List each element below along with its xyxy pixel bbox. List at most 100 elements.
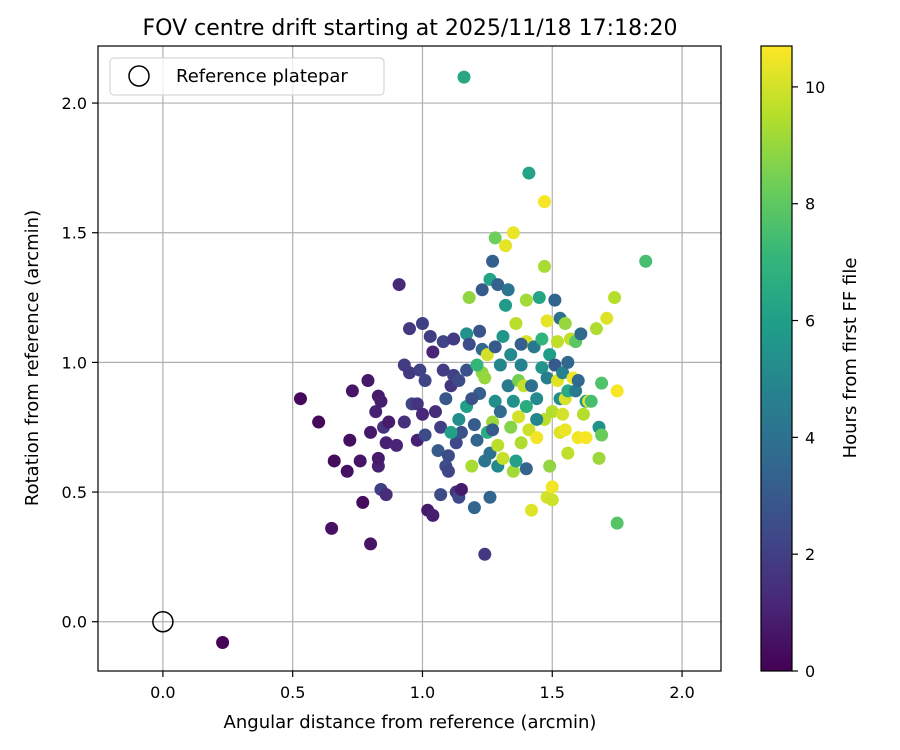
data-point xyxy=(574,327,588,341)
data-point xyxy=(540,314,554,328)
data-point xyxy=(496,329,510,343)
data-point xyxy=(447,332,461,346)
data-point xyxy=(470,358,484,372)
data-point xyxy=(545,480,559,494)
data-point xyxy=(504,420,518,434)
data-point xyxy=(403,366,416,380)
data-point xyxy=(486,423,500,437)
axes-ticks: 0.0 0.5 1.0 1.5 2.0 0.0 0.5 1.0 1.5 2.0 xyxy=(62,94,695,702)
data-point xyxy=(340,464,354,478)
legend-label-reference: Reference platepar xyxy=(176,66,348,87)
data-point xyxy=(364,425,378,439)
data-point xyxy=(548,293,562,307)
y-tick-label: 1.5 xyxy=(62,224,87,243)
data-point xyxy=(543,459,557,473)
data-point xyxy=(434,420,448,434)
grid xyxy=(98,46,721,671)
data-point xyxy=(374,394,388,408)
data-point xyxy=(431,444,445,458)
data-point xyxy=(486,254,500,268)
colorbar xyxy=(760,45,793,672)
data-point xyxy=(390,438,404,452)
chart-title: FOV centre drift starting at 2025/11/18 … xyxy=(143,16,678,41)
y-tick-label: 2.0 xyxy=(62,94,87,113)
data-point xyxy=(519,462,533,476)
data-point xyxy=(499,298,513,312)
x-tick-label: 0.5 xyxy=(280,683,305,702)
y-axis-label: Rotation from reference (arcmin) xyxy=(22,210,43,506)
data-point xyxy=(576,407,590,421)
data-point xyxy=(397,415,411,429)
data-point xyxy=(460,327,474,341)
data-point xyxy=(483,490,497,504)
data-point xyxy=(488,231,502,245)
data-point xyxy=(392,278,406,292)
x-tick-label: 1.0 xyxy=(410,683,435,702)
data-point xyxy=(509,454,523,468)
data-point xyxy=(639,254,653,268)
data-point xyxy=(343,433,357,447)
data-point xyxy=(428,405,442,419)
colorbar-tick-label: 6 xyxy=(805,312,815,331)
data-point xyxy=(457,70,471,84)
data-point xyxy=(478,371,492,385)
data-point xyxy=(514,436,528,450)
legend: Reference platepar xyxy=(109,57,385,96)
data-point xyxy=(418,374,432,388)
data-point xyxy=(369,405,383,419)
colorbar-tick-label: 4 xyxy=(805,428,815,447)
data-point xyxy=(561,355,575,369)
data-point xyxy=(608,291,622,305)
data-point xyxy=(506,464,520,478)
data-point xyxy=(454,482,468,496)
x-tick-label: 2.0 xyxy=(669,683,694,702)
data-point xyxy=(465,459,479,473)
data-point xyxy=(589,322,603,336)
data-point xyxy=(403,322,416,336)
data-point xyxy=(525,503,539,517)
data-point xyxy=(436,335,450,349)
data-point xyxy=(545,405,559,419)
data-point xyxy=(506,394,520,408)
data-point xyxy=(519,399,533,413)
data-point xyxy=(579,431,593,445)
data-point xyxy=(501,283,515,297)
plot-frame xyxy=(97,45,722,672)
y-tick-label: 0.0 xyxy=(62,613,87,632)
data-point xyxy=(382,415,396,429)
data-point xyxy=(415,316,429,330)
data-point xyxy=(475,283,489,297)
data-point xyxy=(545,493,559,507)
data-point xyxy=(535,361,549,375)
data-point xyxy=(491,438,505,452)
data-point xyxy=(467,501,481,515)
data-point xyxy=(530,431,544,445)
data-point xyxy=(441,449,455,463)
data-point xyxy=(514,337,528,351)
x-axis-label: Angular distance from reference (arcmin) xyxy=(224,712,597,733)
x-tick-label: 1.5 xyxy=(540,683,565,702)
data-point xyxy=(514,358,528,372)
y-tick-label: 0.5 xyxy=(62,483,87,502)
data-point xyxy=(361,374,375,388)
data-points xyxy=(152,70,653,649)
data-point xyxy=(312,415,326,429)
data-point xyxy=(543,348,557,362)
data-point xyxy=(537,259,551,273)
data-point xyxy=(449,436,463,450)
data-point xyxy=(462,291,476,305)
data-point xyxy=(522,166,536,180)
data-point xyxy=(364,537,378,551)
data-point xyxy=(519,293,533,307)
data-point xyxy=(413,363,427,377)
data-point xyxy=(465,392,479,406)
data-point xyxy=(379,488,393,502)
legend-marker-reference xyxy=(128,65,150,87)
legend-box xyxy=(109,57,385,96)
colorbar-label: Hours from first FF file xyxy=(840,258,861,459)
data-point xyxy=(434,488,448,502)
data-point xyxy=(610,516,624,530)
x-tick-label: 0.0 xyxy=(150,683,175,702)
data-point xyxy=(488,394,502,408)
data-point xyxy=(293,392,307,406)
